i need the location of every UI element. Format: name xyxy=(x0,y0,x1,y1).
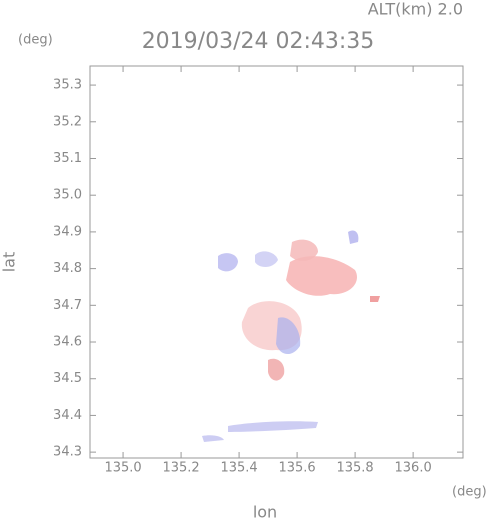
x-axis-label: lon xyxy=(253,503,277,521)
y-tick-label: 34.3 xyxy=(53,445,82,460)
y-tick-label: 35.1 xyxy=(53,151,82,166)
y-tick-label: 35.2 xyxy=(53,114,82,129)
y-unit: (deg) xyxy=(18,33,53,48)
y-tick-label: 35.0 xyxy=(53,188,82,203)
chart-subtitle: ALT(km) 2.0 xyxy=(368,0,463,19)
x-tick-label: 135.2 xyxy=(162,461,199,476)
x-unit: (deg) xyxy=(452,485,487,500)
echo-area xyxy=(202,435,224,442)
x-tick-label: 135.6 xyxy=(278,461,315,476)
y-tick-label: 34.6 xyxy=(53,335,82,350)
echo-area xyxy=(276,317,301,355)
echo-area xyxy=(286,256,358,296)
y-tick-label: 34.5 xyxy=(53,371,82,386)
y-tick-label: 34.7 xyxy=(53,298,82,313)
y-tick-label: 34.4 xyxy=(53,408,82,423)
echo-field xyxy=(202,230,380,442)
x-tick-label: 135.4 xyxy=(220,461,257,476)
x-tick-label: 135.8 xyxy=(336,461,373,476)
echo-area xyxy=(228,421,318,432)
echo-area xyxy=(290,239,318,261)
echo-area xyxy=(268,358,285,381)
y-tick-label: 34.8 xyxy=(53,261,82,276)
chart-title: 2019/03/24 02:43:35 xyxy=(142,29,375,54)
echo-area xyxy=(255,251,278,267)
echo-area xyxy=(370,296,380,302)
echo-area xyxy=(218,253,238,272)
x-tick-label: 136.0 xyxy=(395,461,432,476)
y-tick-label: 34.9 xyxy=(53,224,82,239)
x-tick-label: 135.0 xyxy=(104,461,141,476)
echo-area xyxy=(348,230,359,244)
y-axis-label: lat xyxy=(0,252,19,273)
plot-frame xyxy=(89,65,464,459)
y-tick-label: 35.3 xyxy=(53,78,82,93)
